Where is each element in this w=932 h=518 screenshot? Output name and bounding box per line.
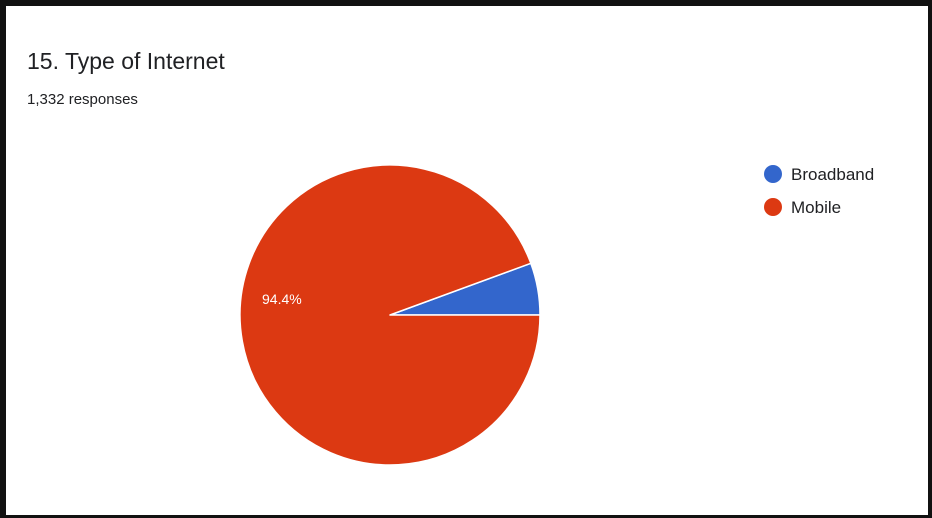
legend-label-mobile: Mobile [791,198,841,217]
chart-legend: Broadband Mobile [764,165,874,217]
pie-slice-labels: 94.4% [262,291,302,307]
legend-swatch-broadband [764,165,782,183]
pie-slices [239,164,541,466]
response-count: 1,332 responses [27,91,138,108]
chart-title: 15. Type of Internet [27,48,225,74]
legend-label-broadband: Broadband [791,165,874,184]
legend-swatch-mobile [764,198,782,216]
slice-label-mobile: 94.4% [262,291,302,307]
pie-slice-mobile [239,164,541,466]
